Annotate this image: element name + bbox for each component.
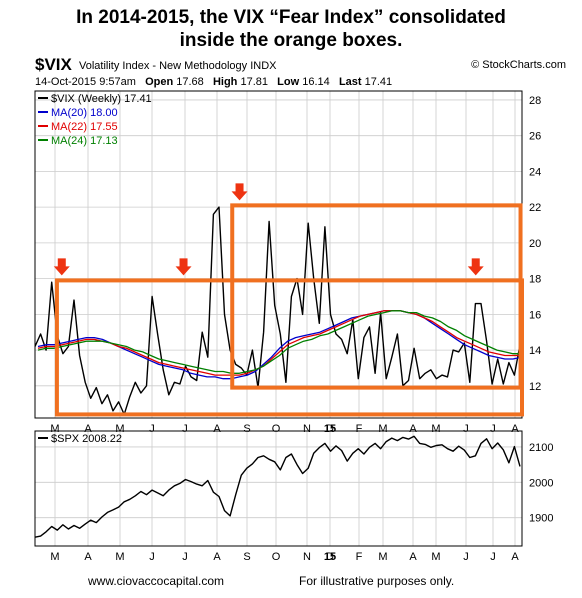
vix-legend-label: MA(22) 17.55 [51, 121, 118, 133]
headline-line-2: inside the orange boxes. [179, 30, 403, 51]
headline-line-1: In 2014-2015, the VIX “Fear Index” conso… [76, 7, 506, 28]
spx-x-tick-label: M [378, 551, 387, 563]
vix-x-tick-label: M [50, 423, 59, 435]
high-value: 17.81 [240, 76, 268, 88]
vix-x-tick-label: J [182, 423, 188, 435]
vix-y-tick-label: 20 [529, 238, 541, 250]
spx-x-tick-label: J [490, 551, 496, 563]
vix-legend-label: $VIX (Weekly) 17.41 [51, 93, 152, 105]
vix-legend-label: MA(24) 17.13 [51, 135, 118, 147]
vix-x-tick-label: J [490, 423, 496, 435]
ticker-symbol: $VIX [35, 55, 72, 74]
high-label: High [212, 76, 238, 88]
down-arrow-marker [175, 258, 192, 276]
vix-x-tick-label: A [213, 423, 221, 435]
spx-frame [34, 430, 523, 547]
vix-y-tick-label: 22 [529, 202, 541, 214]
vix-x-tick-label: F [356, 423, 363, 435]
vix-y-tick-label: 24 [529, 166, 541, 178]
quote-line: 14-Oct-2015 9:57am Open 17.68 High 17.81… [35, 76, 392, 88]
footer-disclaimer: For illustrative purposes only. [299, 574, 455, 588]
spx-y-tick-label: 1900 [529, 513, 553, 525]
vix-x-tick-label: A [84, 423, 92, 435]
spx-x-tick-label: D [326, 551, 334, 563]
spx-x-tick-label: J [463, 551, 469, 563]
spx-x-tick-label: A [511, 551, 519, 563]
vix-y-tick-label: 18 [529, 274, 541, 286]
spx-x-tick-label: F [356, 551, 363, 563]
vix-y-tick-label: 16 [529, 309, 541, 321]
spx-x-tick-label: A [84, 551, 92, 563]
down-arrow-marker [467, 258, 484, 276]
last-value: 17.41 [364, 76, 393, 88]
spx-x-tick-label: A [213, 551, 221, 563]
spx-panel: 1900 2000 2100 $SPX 2008.22 M A M J J A S O N D15 F M A M… [34, 430, 553, 563]
spx-series-line-price [34, 435, 521, 538]
last-label: Last [338, 76, 362, 88]
down-arrow-marker [231, 183, 248, 201]
spx-x-tick-label: 15 [324, 551, 336, 563]
vix-x-tick-label: O [272, 423, 281, 435]
vix-x-tick-label: J [463, 423, 469, 435]
quote-date: 14-Oct-2015 9:57am [35, 76, 136, 88]
vix-x-tick-label: D [326, 423, 334, 435]
vix-y-tick-label: 26 [529, 131, 541, 143]
spx-x-tick-label: M [50, 551, 59, 563]
spx-y-tick-label: 2000 [529, 477, 553, 489]
spx-x-tick-label: N [303, 551, 311, 563]
spx-x-tick-label: J [149, 551, 155, 563]
vix-x-tick-label: A [409, 423, 417, 435]
vix-x-tick-label: N [303, 423, 311, 435]
down-arrow-marker [53, 258, 70, 276]
spx-y-tick-label: 2100 [529, 442, 553, 454]
vix-series-line-ma2 [37, 310, 521, 376]
vix-series-line-price [34, 206, 521, 416]
vix-x-tick-label: S [243, 423, 250, 435]
spx-x-tick-label: O [272, 551, 281, 563]
spx-x-tick-label: J [182, 551, 188, 563]
low-label: Low [277, 76, 300, 88]
vix-legend-label: MA(20) 18.00 [51, 107, 118, 119]
open-value: 17.68 [176, 76, 204, 88]
vix-x-tick-label: M [431, 423, 440, 435]
spx-x-tick-label: M [115, 551, 124, 563]
consolidation-box [230, 203, 523, 390]
vix-x-tick-label: A [511, 423, 519, 435]
spx-legend-label: $SPX 2008.22 [51, 433, 122, 445]
spx-x-tick-label: M [431, 551, 440, 563]
low-value: 16.14 [302, 76, 330, 88]
footer-website: www.ciovaccocapital.com [88, 574, 225, 588]
vix-x-tick-label: M [115, 423, 124, 435]
open-label: Open [145, 76, 174, 88]
vix-series-line-ma3 [37, 310, 521, 374]
vix-y-tick-label: 12 [529, 381, 541, 393]
vix-y-tick-label: 14 [529, 345, 541, 357]
vix-y-tick-label: 28 [529, 95, 541, 107]
copyright-notice: © StockCharts.com [471, 59, 566, 71]
vix-x-tick-label: M [378, 423, 387, 435]
spx-x-tick-label: S [243, 551, 250, 563]
vix-panel: 12 14 16 18 20 22 24 26 28 $VIX (Weekly) 17.41 MA(… [34, 90, 541, 435]
ticker-description: Volatility Index - New Methodology INDX [79, 60, 277, 72]
spx-x-tick-label: A [409, 551, 417, 563]
vix-x-tick-label: 15 [324, 423, 336, 435]
vix-x-tick-label: J [149, 423, 155, 435]
